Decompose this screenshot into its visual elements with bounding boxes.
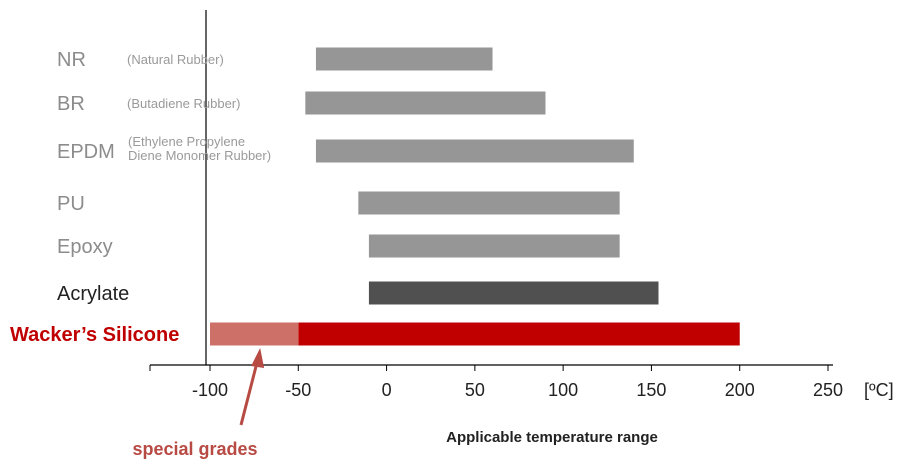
category-label: EPDM [57,141,115,163]
annotation-arrow-line [239,361,259,426]
x-tick-label: 100 [548,380,578,400]
x-axis-title: Applicable temperature range [446,429,658,446]
category-sublabel: (Butadiene Rubber) [127,96,240,111]
category-label: BR [57,93,85,115]
x-tick-label: 250 [813,380,843,400]
bar-br [305,91,546,115]
bar-epoxy [368,234,620,258]
bar-epdm [315,139,634,163]
x-tick-label: 150 [636,380,666,400]
category-sublabel: (Ethylene Propylene [128,134,245,149]
x-tick-label: 200 [725,380,755,400]
annotation-arrow-head [251,348,265,368]
category-label: Wacker’s Silicone [10,324,179,346]
bar-pu [358,191,620,215]
x-unit-label: [ºC] [864,380,894,400]
x-tick-label: 0 [382,380,392,400]
x-ticks: -100 -50 0 50 100 150 200 250 [149,365,843,400]
special-grades-annotation: special grades [132,348,265,459]
bar-special-grades [210,322,299,346]
bar-acrylate [368,281,659,305]
bars-layer [210,47,740,346]
category-sublabel: (Natural Rubber) [127,52,224,67]
bar-nr [315,47,493,71]
x-tick-label: -100 [192,380,228,400]
category-labels: NR (Natural Rubber) BR (Butadiene Rubber) EP… [10,49,271,346]
category-label: Epoxy [57,236,113,258]
bar-wacker-s-silicone [298,322,740,346]
category-label: NR [57,49,86,71]
x-tick-label: -50 [285,380,311,400]
x-tick-label: 50 [465,380,485,400]
annotation-text: special grades [132,439,257,459]
category-label: PU [57,193,85,215]
category-label: Acrylate [57,283,129,305]
category-sublabel: Diene Monomer Rubber) [128,148,271,163]
